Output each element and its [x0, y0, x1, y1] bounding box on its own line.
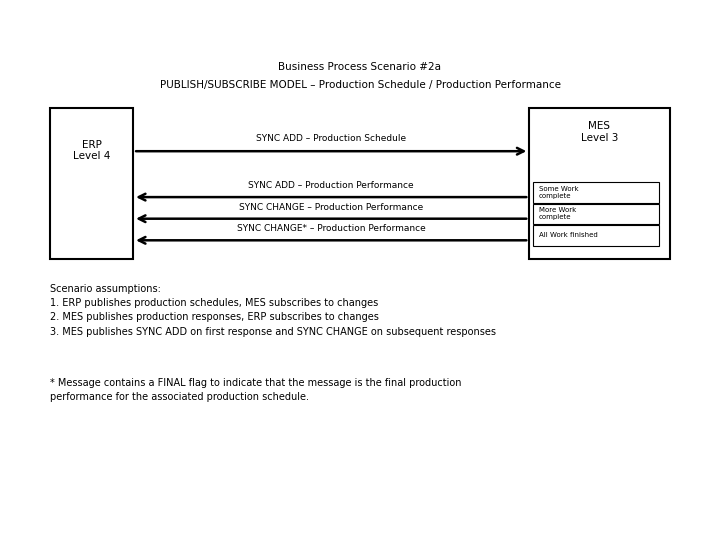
Bar — [533, 225, 659, 246]
Text: Some Work
complete: Some Work complete — [539, 186, 578, 199]
Text: Business Process Scenario #2a: Business Process Scenario #2a — [279, 63, 441, 72]
Text: All Work finished: All Work finished — [539, 232, 598, 239]
Bar — [50, 108, 133, 259]
Text: SYNC ADD – Production Performance: SYNC ADD – Production Performance — [248, 181, 414, 190]
Text: SYNC CHANGE* – Production Performance: SYNC CHANGE* – Production Performance — [237, 224, 426, 233]
Text: SYNC CHANGE – Production Performance: SYNC CHANGE – Production Performance — [239, 202, 423, 212]
Text: ERP
Level 4: ERP Level 4 — [73, 139, 110, 161]
Text: PUBLISH/SUBSCRIBE MODEL – Production Schedule / Production Performance: PUBLISH/SUBSCRIBE MODEL – Production Sch… — [160, 80, 560, 90]
Text: MES
Level 3: MES Level 3 — [581, 122, 618, 143]
Text: Scenario assumptions:
1. ERP publishes production schedules, MES subscribes to c: Scenario assumptions: 1. ERP publishes p… — [50, 284, 496, 337]
Bar — [533, 182, 659, 202]
Text: * Message contains a FINAL flag to indicate that the message is the final produc: * Message contains a FINAL flag to indic… — [50, 378, 462, 402]
Bar — [533, 204, 659, 224]
Bar — [529, 108, 670, 259]
Text: SYNC ADD – Production Schedule: SYNC ADD – Production Schedule — [256, 134, 406, 143]
Text: More Work
complete: More Work complete — [539, 207, 576, 220]
